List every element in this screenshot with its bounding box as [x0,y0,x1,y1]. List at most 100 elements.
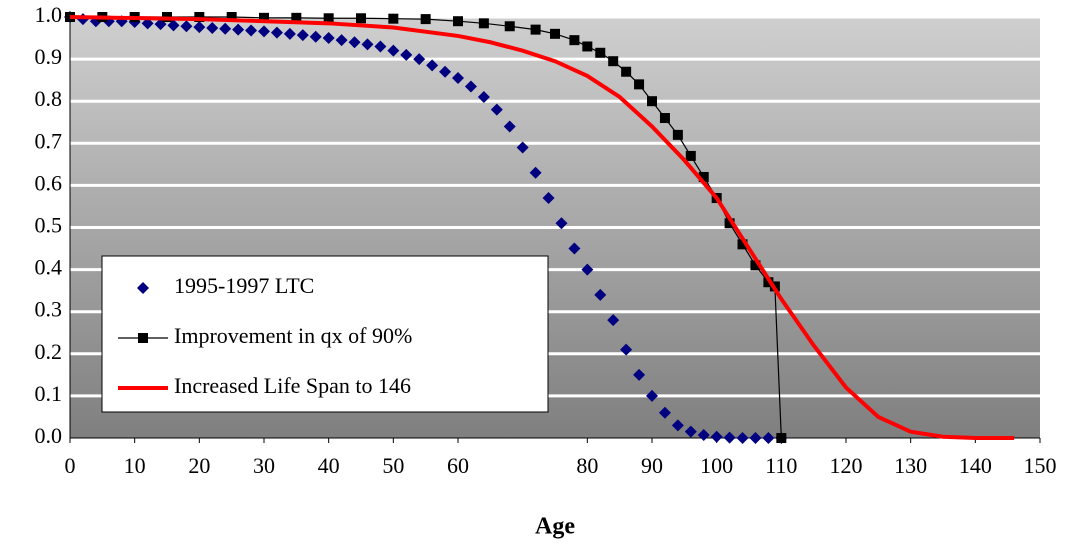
x-tick-label: 30 [253,453,275,478]
x-tick-label: 120 [830,453,863,478]
diamond-marker [400,48,413,61]
square-marker [634,79,645,90]
diamond-marker [180,20,193,33]
diamond-marker [387,44,400,57]
y-tick-label: 0.8 [35,86,63,111]
x-tick-label: 90 [641,453,663,478]
square-marker [478,18,489,29]
diamond-marker [439,65,452,78]
legend-marker [138,333,148,343]
diamond-marker [245,24,258,37]
diamond-marker [762,432,775,444]
x-tick-label: 150 [1024,453,1057,478]
diamond-marker [671,419,684,432]
diamond-marker [723,431,736,444]
legend-label: Improvement in qx of 90% [174,323,412,348]
diamond-marker [581,263,594,276]
square-marker [226,12,237,22]
diamond-marker [464,80,477,93]
diamond-marker [749,432,762,444]
x-tick-label: 40 [318,453,340,478]
square-marker [685,150,696,161]
diamond-marker [426,59,439,72]
diamond-marker [335,34,348,47]
diamond-marker [374,40,387,53]
square-marker [530,24,541,35]
square-marker [647,96,657,107]
diamond-marker [115,15,128,28]
y-tick-label: 0.4 [35,255,63,280]
y-tick-label: 0.7 [35,128,63,153]
diamond-marker [684,425,697,438]
square-marker [724,218,735,229]
diamond-marker [296,29,309,42]
diamond-marker [89,15,102,28]
diamond-marker [594,288,607,301]
x-tick-label: 110 [765,453,797,478]
diamond-marker [283,27,296,40]
square-marker [608,56,619,67]
x-tick-label: 0 [65,453,76,478]
square-marker [550,28,560,39]
square-marker [420,14,431,25]
diamond-marker [193,21,206,34]
diamond-marker [206,21,219,34]
square-marker [388,13,399,24]
x-tick-label: 10 [124,453,146,478]
legend-label: Increased Life Span to 146 [174,373,411,398]
x-tick-label: 60 [447,453,469,478]
diamond-marker [568,242,581,255]
square-marker [750,260,761,271]
x-tick-label: 50 [382,453,404,478]
diamond-marker [555,217,568,230]
diamond-marker [413,53,426,66]
y-tick-label: 0.2 [35,339,63,364]
y-tick-label: 0.5 [35,213,63,238]
diamond-marker [141,17,154,30]
y-tick-label: 0.0 [35,423,63,448]
diamond-marker [542,192,555,205]
x-axis-title: Age [535,514,575,540]
square-marker [621,66,632,77]
diamond-marker [258,25,270,38]
square-marker [453,16,463,27]
diamond-marker [270,26,283,39]
square-marker [504,21,515,32]
diamond-marker [102,15,115,28]
square-marker [659,113,670,124]
diamond-marker [620,343,633,356]
legend-marker [137,282,149,294]
legend-label: 1995-1997 LTC [174,273,314,298]
diamond-marker [322,32,335,45]
diamond-marker [658,406,671,419]
diamond-marker [736,432,749,444]
diamond-marker [529,166,542,179]
diamond-marker [232,23,245,36]
square-marker [291,12,302,23]
diamond-marker [452,72,464,85]
y-tick-label: 0.1 [35,381,63,406]
square-marker [323,13,334,24]
diamond-marker [503,120,516,133]
y-tick-label: 0.9 [35,44,63,69]
square-marker [259,12,269,23]
square-marker [737,239,748,250]
square-marker [672,129,683,140]
diamond-marker [607,314,620,327]
square-marker [582,41,593,52]
x-tick-label: 130 [894,453,927,478]
diamond-marker [516,141,529,154]
square-marker [569,35,580,46]
y-tick-label: 0.6 [35,170,63,195]
diamond-marker [167,19,180,32]
square-marker [356,13,366,24]
diamond-marker [219,22,232,35]
diamond-marker [309,30,322,43]
x-tick-label: 140 [959,453,992,478]
x-tick-label: 20 [188,453,210,478]
diamond-marker [361,38,374,51]
diamond-marker [710,430,723,443]
diamond-marker [633,368,646,381]
y-tick-label: 0.3 [35,297,63,322]
square-marker [698,171,709,182]
